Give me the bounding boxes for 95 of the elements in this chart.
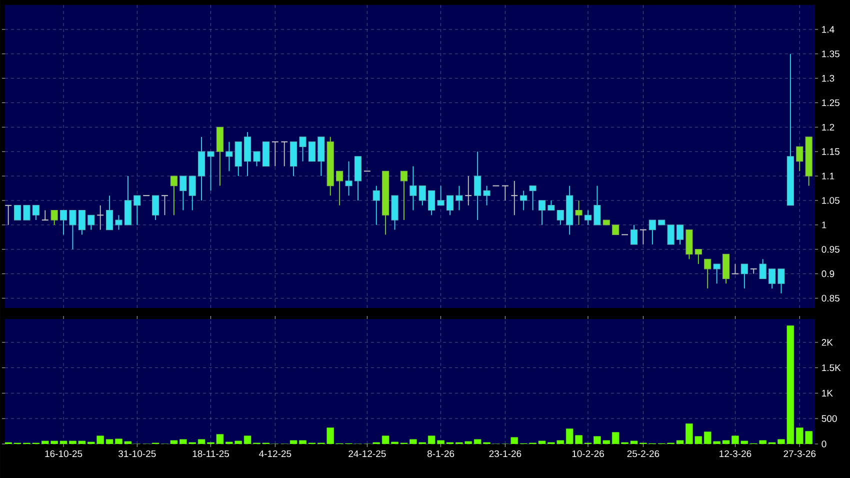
candlestick [336, 170, 344, 206]
y-tick-label: 1.1 [822, 172, 834, 180]
candlestick [428, 190, 436, 216]
candlestick [501, 185, 509, 201]
candlestick [32, 204, 40, 220]
candlestick [78, 210, 86, 236]
x-tick-label: 4-12-25 [259, 450, 292, 458]
y-tick-label: 1 [822, 222, 826, 228]
candlestick [23, 205, 30, 220]
candlestick [14, 205, 22, 220]
candlestick [575, 200, 582, 226]
x-tick-label: 8-1-26 [427, 450, 454, 458]
candlestick [740, 264, 748, 289]
candlestick [188, 176, 196, 211]
candlestick [796, 146, 804, 172]
y-tick-label: 1.35 [822, 50, 840, 58]
candlestick [704, 258, 712, 289]
candlestick [271, 141, 279, 167]
candlestick [437, 185, 444, 206]
y-tick-label: 1.15 [822, 148, 840, 155]
candlestick [538, 200, 546, 226]
x-tick-label: 10-2-26 [572, 450, 604, 458]
y-tick-label: 2K [822, 339, 833, 346]
candlestick [60, 210, 68, 236]
candlestick [400, 170, 408, 220]
candlestick [299, 136, 306, 162]
candlestick [694, 248, 702, 264]
y-tick-label: 1.3 [822, 74, 834, 82]
x-tick-label: 27-3-26 [784, 450, 816, 458]
candlestick [345, 160, 352, 196]
y-tick-label: 1.25 [822, 99, 840, 106]
candlestick [253, 151, 260, 167]
candlestick [106, 195, 114, 230]
candlestick [456, 185, 463, 211]
candlestick [778, 268, 785, 294]
candlestick [474, 151, 482, 220]
candlestick [161, 195, 168, 216]
candlestick [280, 141, 288, 167]
candlestick [750, 268, 758, 274]
x-tick-label: 18-11-25 [192, 450, 230, 458]
candlestick [732, 264, 739, 274]
x-tick-label: 16-10-25 [45, 450, 82, 458]
candlestick [630, 224, 638, 245]
x-tick-label: 25-2-26 [627, 450, 660, 458]
y-tick-label: 500 [822, 415, 837, 422]
candlestick [768, 268, 776, 289]
bar [170, 440, 178, 444]
candlestick [410, 166, 417, 211]
candlestick [115, 214, 122, 230]
y-tick-label: 0.85 [822, 294, 840, 302]
x-tick-label: 31-10-25 [118, 450, 156, 458]
candlestick [520, 190, 528, 211]
candlestick [180, 176, 187, 211]
candlestick [446, 195, 454, 216]
candlestick [594, 185, 601, 226]
bar [510, 437, 518, 444]
y-tick-label: 1.5K [822, 364, 841, 372]
candlestick [152, 195, 160, 220]
candlestick [418, 185, 426, 206]
x-tick-label: 24-12-25 [348, 450, 386, 458]
candlestick [372, 185, 380, 226]
candlestick [556, 210, 564, 226]
candlestick [464, 176, 472, 206]
candlestick [548, 200, 555, 211]
candlestick [676, 224, 684, 245]
candlestick [207, 151, 214, 192]
candlestick [612, 224, 620, 236]
y-tick-label: 0.95 [822, 246, 840, 253]
candlestick [667, 224, 674, 245]
candlestick [529, 185, 536, 211]
candlestick [483, 185, 490, 206]
candlestick [88, 214, 95, 230]
candlestick [170, 176, 178, 216]
candlestick [96, 204, 104, 230]
x-tick-label: 12-3-26 [720, 450, 752, 458]
candlestick [648, 220, 656, 245]
candlestick [50, 210, 58, 226]
x-tick-label: 23-1-26 [489, 450, 522, 458]
candlestick [5, 204, 12, 226]
candlestick [308, 141, 316, 162]
candlestick [226, 141, 233, 172]
candlestick [713, 264, 720, 284]
y-tick-label: 0.9 [822, 270, 834, 278]
y-tick-label: 1.05 [822, 197, 840, 204]
y-tick-label: 0 [822, 440, 826, 448]
y-tick-label: 1K [822, 390, 833, 396]
candlestick [584, 210, 592, 226]
candlestick [639, 229, 647, 245]
candlestick [759, 258, 766, 280]
candlestick [69, 210, 76, 250]
candlestick [134, 195, 141, 226]
y-tick-label: 1.2 [822, 124, 834, 130]
candlestick [41, 210, 49, 221]
candlestick [510, 180, 518, 216]
y-tick-label: 1.4 [822, 26, 834, 33]
